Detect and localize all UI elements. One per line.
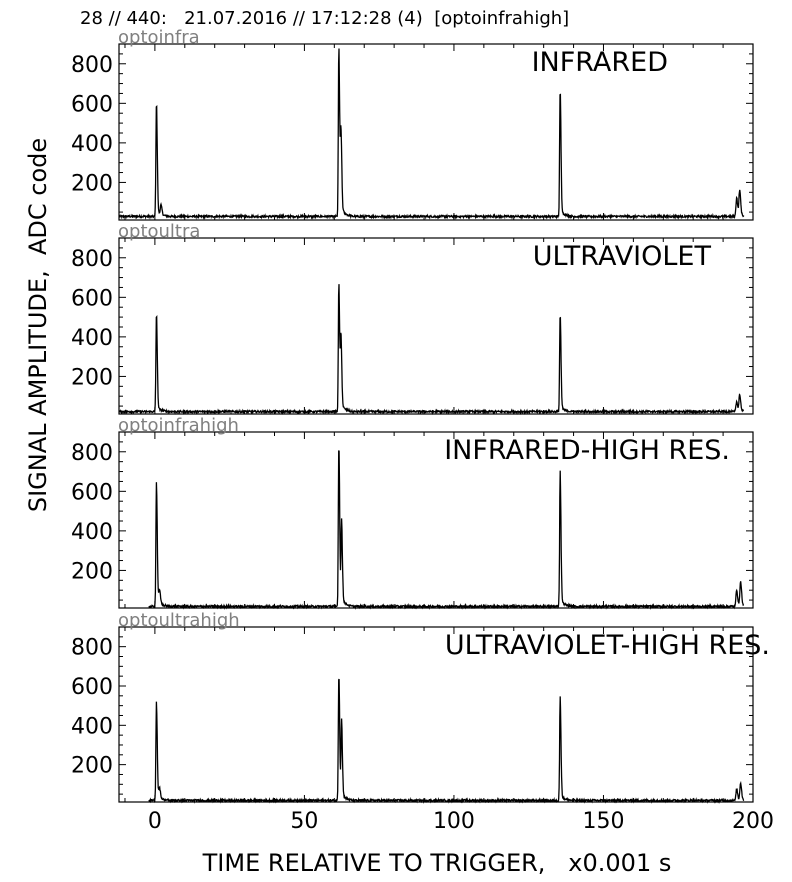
y-tick-label: 400 xyxy=(71,326,113,351)
panel-sublabel: optoinfra xyxy=(118,27,200,48)
x-tick-label: 0 xyxy=(148,809,162,834)
y-tick-label: 800 xyxy=(71,247,113,272)
y-tick-label: 200 xyxy=(71,365,113,390)
y-tick-label: 400 xyxy=(71,132,113,157)
y-tick-label: 400 xyxy=(71,714,113,739)
y-tick-label: 200 xyxy=(71,171,113,196)
y-tick-label: 600 xyxy=(71,92,113,117)
x-axis-label: TIME RELATIVE TO TRIGGER, x0.001 s xyxy=(202,849,672,877)
panel-sublabel: optoultrahigh xyxy=(118,610,240,631)
page-title: 28 // 440: 21.07.2016 // 17:12:28 (4) [o… xyxy=(80,8,570,29)
y-tick-label: 600 xyxy=(71,286,113,311)
panel-sublabel: optoinfrahigh xyxy=(118,415,239,436)
panel-sublabel: optoultra xyxy=(118,221,200,242)
panel-title: INFRARED-HIGH RES. xyxy=(444,435,730,466)
panel-frame xyxy=(118,43,754,221)
signal-series-line xyxy=(118,284,744,416)
x-tick-label: 200 xyxy=(732,809,774,834)
panel-frame xyxy=(118,431,754,609)
y-tick-label: 200 xyxy=(71,559,113,584)
x-tick-label: 150 xyxy=(582,809,624,834)
panel-title: INFRARED xyxy=(532,47,668,78)
signal-series-line xyxy=(148,450,745,610)
signal-series-line xyxy=(118,48,745,220)
panel-title: ULTRAVIOLET xyxy=(533,241,712,272)
signal-series-line xyxy=(148,678,745,804)
x-tick-label: 50 xyxy=(290,809,318,834)
y-tick-label: 600 xyxy=(71,480,113,505)
x-tick-label: 100 xyxy=(433,809,475,834)
y-tick-label: 800 xyxy=(71,636,113,661)
panel-title: ULTRAVIOLET-HIGH RES. xyxy=(445,630,770,661)
y-tick-label: 800 xyxy=(71,53,113,78)
y-tick-label: 200 xyxy=(71,754,113,779)
panel-frame xyxy=(118,626,754,803)
y-tick-label: 400 xyxy=(71,520,113,545)
y-tick-label: 800 xyxy=(71,441,113,466)
y-tick-label: 600 xyxy=(71,675,113,700)
